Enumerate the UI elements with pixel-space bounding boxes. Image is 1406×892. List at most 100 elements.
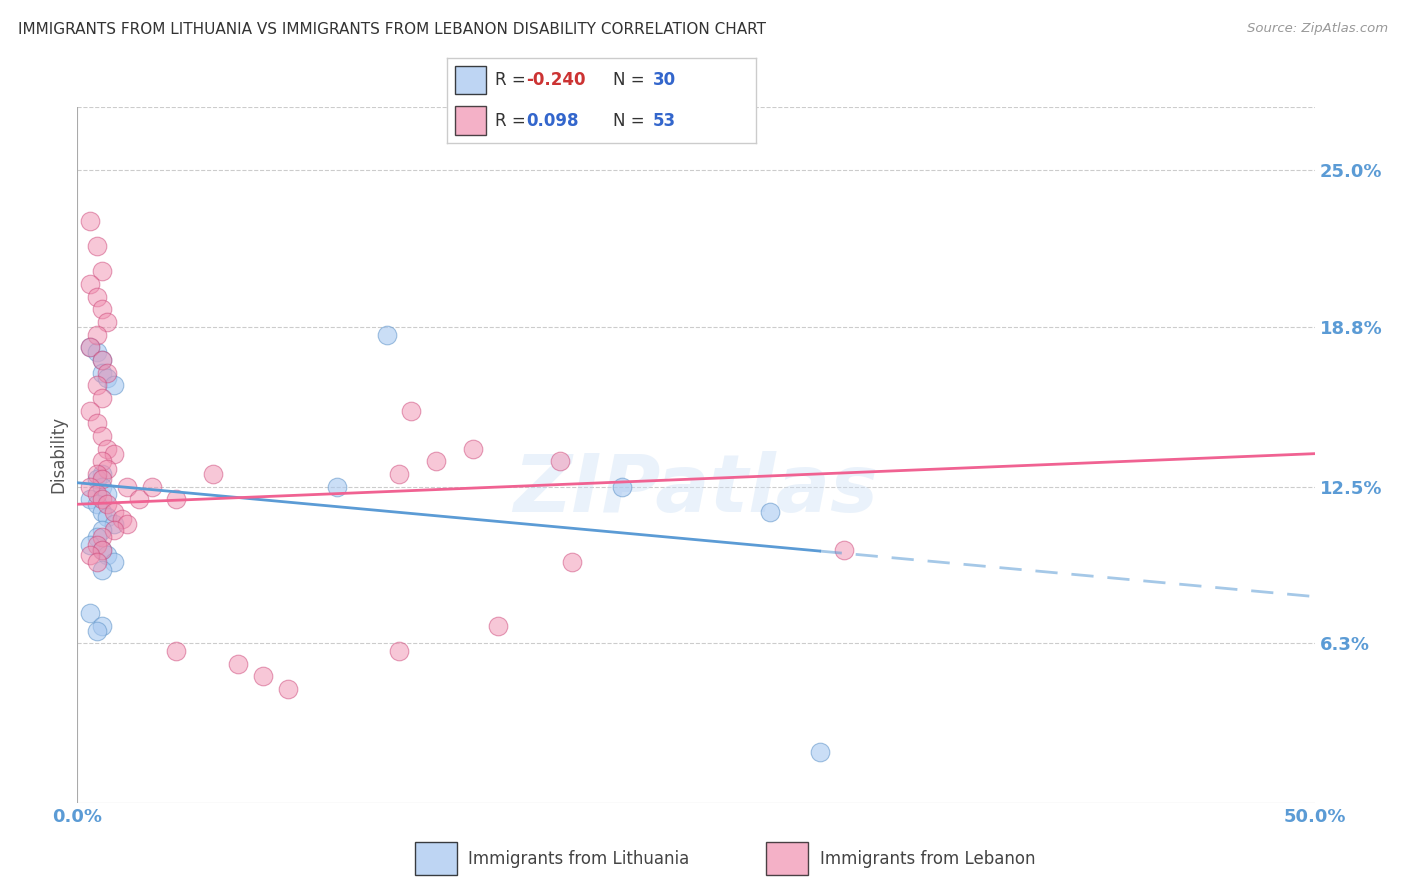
Point — [277, 681, 299, 696]
Point — [86, 538, 108, 552]
Point — [86, 378, 108, 392]
Point — [252, 669, 274, 683]
Point — [103, 523, 125, 537]
Text: N =: N = — [613, 112, 650, 129]
Point — [96, 487, 118, 501]
Point — [96, 442, 118, 456]
Point — [388, 467, 411, 481]
Point — [96, 509, 118, 524]
Point — [115, 517, 138, 532]
Text: 53: 53 — [652, 112, 676, 129]
Point — [79, 492, 101, 507]
Point — [91, 353, 114, 368]
Point — [79, 538, 101, 552]
Point — [79, 340, 101, 354]
Text: R =: R = — [495, 112, 531, 129]
Point — [91, 264, 114, 278]
Point — [86, 497, 108, 511]
Point — [91, 618, 114, 632]
Point — [103, 378, 125, 392]
Point — [91, 479, 114, 493]
Point — [79, 479, 101, 493]
Point — [96, 315, 118, 329]
Point — [79, 277, 101, 292]
Text: Immigrants from Lithuania: Immigrants from Lithuania — [468, 849, 689, 868]
Y-axis label: Disability: Disability — [49, 417, 67, 493]
Point — [834, 542, 856, 557]
FancyBboxPatch shape — [456, 66, 486, 95]
Text: R =: R = — [495, 71, 531, 89]
Point — [91, 523, 114, 537]
Point — [96, 462, 118, 476]
Text: Immigrants from Lebanon: Immigrants from Lebanon — [820, 849, 1035, 868]
Point — [79, 606, 101, 620]
Point — [115, 479, 138, 493]
Point — [103, 505, 125, 519]
Point — [91, 302, 114, 317]
Text: -0.240: -0.240 — [526, 71, 585, 89]
Point — [79, 548, 101, 562]
Point — [86, 472, 108, 486]
Point — [425, 454, 447, 468]
Point — [401, 403, 423, 417]
Text: 30: 30 — [652, 71, 676, 89]
Point — [91, 366, 114, 380]
Point — [86, 487, 108, 501]
Point — [808, 745, 831, 759]
Point — [86, 417, 108, 431]
Point — [86, 530, 108, 544]
Point — [86, 467, 108, 481]
Point — [91, 530, 114, 544]
Point — [91, 505, 114, 519]
Point — [128, 492, 150, 507]
Point — [96, 370, 118, 384]
Point — [79, 214, 101, 228]
Point — [103, 556, 125, 570]
Point — [610, 479, 633, 493]
Text: IMMIGRANTS FROM LITHUANIA VS IMMIGRANTS FROM LEBANON DISABILITY CORRELATION CHAR: IMMIGRANTS FROM LITHUANIA VS IMMIGRANTS … — [18, 22, 766, 37]
Point — [326, 479, 349, 493]
Point — [86, 239, 108, 253]
Point — [226, 657, 249, 671]
Point — [486, 618, 509, 632]
Point — [79, 340, 101, 354]
Text: 0.098: 0.098 — [526, 112, 578, 129]
Point — [103, 517, 125, 532]
Point — [79, 403, 101, 417]
Point — [86, 624, 108, 638]
FancyBboxPatch shape — [415, 842, 457, 875]
FancyBboxPatch shape — [766, 842, 808, 875]
Point — [91, 429, 114, 443]
Point — [91, 454, 114, 468]
Point — [91, 542, 114, 557]
Point — [111, 512, 134, 526]
Point — [548, 454, 571, 468]
Point — [91, 492, 114, 507]
Point — [103, 447, 125, 461]
Text: N =: N = — [613, 71, 650, 89]
Point — [165, 644, 187, 658]
Point — [96, 548, 118, 562]
Point — [91, 391, 114, 405]
Point — [759, 505, 782, 519]
Text: ZIPatlas: ZIPatlas — [513, 450, 879, 529]
Point — [86, 327, 108, 342]
Point — [86, 290, 108, 304]
Point — [86, 556, 108, 570]
Point — [375, 327, 398, 342]
Point — [561, 556, 583, 570]
Point — [202, 467, 225, 481]
Point — [91, 542, 114, 557]
FancyBboxPatch shape — [456, 106, 486, 135]
Point — [96, 366, 118, 380]
Text: Source: ZipAtlas.com: Source: ZipAtlas.com — [1247, 22, 1388, 36]
Point — [86, 345, 108, 359]
Point — [165, 492, 187, 507]
Point — [96, 497, 118, 511]
Point — [91, 563, 114, 577]
Point — [91, 472, 114, 486]
Point — [91, 467, 114, 481]
Point — [91, 353, 114, 368]
Point — [141, 479, 163, 493]
Point — [463, 442, 485, 456]
